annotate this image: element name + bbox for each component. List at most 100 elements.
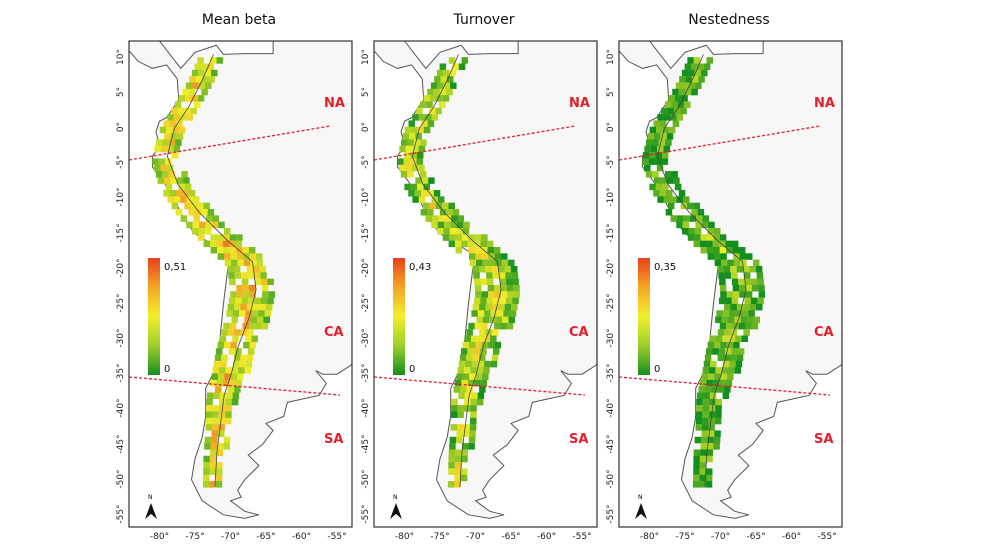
grid-cell [708,367,716,374]
grid-cell [494,284,501,292]
grid-cell [661,158,668,165]
grid-cell [259,303,267,311]
grid-cell [471,310,478,317]
grid-cell [215,468,223,475]
grid-cell [488,259,496,267]
region-label-sa: SA [324,432,344,447]
grid-cell [691,76,699,83]
grid-cell [460,348,468,355]
y-tick-label: 0° [116,122,126,133]
grid-cell [755,265,763,273]
grid-cell [244,316,251,324]
grid-cell [477,310,485,317]
grid-cell [693,202,700,210]
grid-cell [714,417,722,425]
grid-cell [264,310,272,317]
grid-cell [468,322,475,330]
y-tick-label: -30° [606,328,616,348]
grid-cell [697,392,704,399]
grid-cell [706,443,714,450]
grid-cell [504,303,512,311]
grid-cell [399,145,406,153]
grid-cell [456,221,464,229]
grid-cell [695,417,703,425]
grid-cell [730,303,737,311]
grid-cell [511,303,518,311]
grid-cell [226,310,233,317]
grid-cell [498,303,505,311]
grid-cell [212,367,220,374]
grid-cell [466,386,473,393]
grid-cell [474,322,482,330]
grid-cell [720,373,728,381]
grid-cell [428,107,436,115]
grid-cell [757,278,764,286]
grid-cell [400,171,408,178]
grid-cell [508,316,515,324]
grid-cell [223,246,230,254]
grid-cell [661,107,668,115]
grid-cell [210,57,217,64]
grid-cell [715,411,722,418]
grid-cell [672,88,679,96]
grid-cell [482,259,489,267]
grid-cell [739,284,746,292]
grid-cell [216,240,223,248]
grid-cell [710,360,717,368]
grid-cell [491,265,499,273]
grid-cell [197,234,205,241]
grid-cell [186,114,194,121]
grid-cell [702,411,709,418]
grid-cell [216,443,224,450]
grid-cell [458,392,465,399]
grid-cell [694,234,701,241]
grid-cell [455,379,462,387]
grid-cell [474,240,481,248]
grid-cell [736,303,744,311]
grid-cell [456,430,464,437]
grid-cell [408,120,416,127]
grid-cell [676,221,683,229]
grid-cell [463,367,471,374]
grid-cell [652,171,659,178]
grid-cell [183,177,190,184]
grid-cell [243,259,251,267]
grid-cell [719,379,726,387]
grid-cell [655,158,662,165]
grid-cell [684,63,692,70]
grid-cell [410,152,418,159]
y-tick-label: -40° [116,398,126,418]
grid-cell [163,120,171,127]
grid-cell [454,462,462,469]
grid-cell [211,221,219,229]
grid-cell [717,265,725,273]
legend-min-label: 0 [164,364,171,375]
y-tick-label: -5° [606,155,616,170]
grid-cell [510,265,518,273]
grid-cell [734,316,741,324]
grid-cell [267,297,274,305]
grid-cell [216,449,223,456]
grid-cell [727,373,734,381]
grid-cell [655,183,663,191]
grid-cell [245,310,253,317]
legend-max-label: 0,35 [654,262,677,273]
x-tick-label: -80° [394,532,415,542]
grid-cell [745,291,753,298]
grid-cell [715,367,722,374]
grid-cell [221,354,228,362]
grid-cell [425,215,433,222]
grid-cell [749,303,757,311]
grid-cell [167,196,174,203]
grid-cell [158,158,166,165]
region-label-na: NA [814,96,835,111]
grid-cell [721,316,729,324]
grid-cell [509,310,517,317]
grid-cell [700,234,708,241]
grid-cell [717,386,725,393]
grid-cell [744,278,752,286]
grid-cell [695,411,703,418]
grid-cell [502,316,509,324]
grid-cell [439,88,447,96]
grid-cell [454,474,461,482]
